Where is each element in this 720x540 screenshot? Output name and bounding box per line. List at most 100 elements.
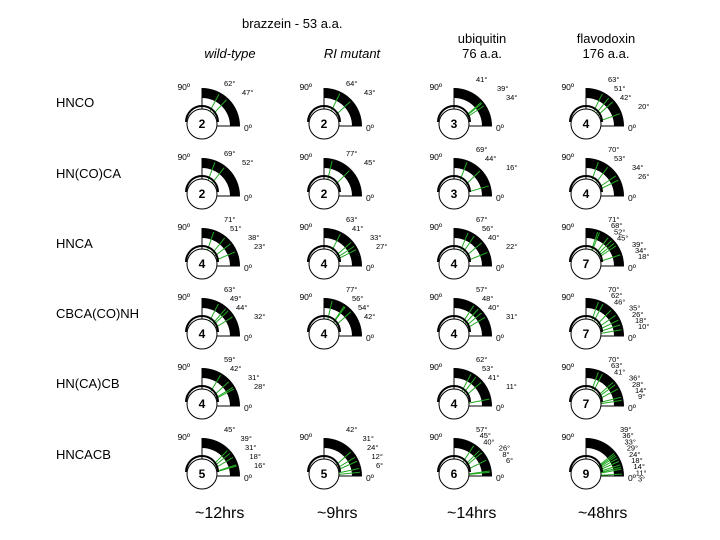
count-disc xyxy=(438,108,470,140)
label-0-degrees: 0º xyxy=(496,123,504,133)
angle-label: 52° xyxy=(614,227,625,236)
tilt-diagram-r3-c4: 90º 0º 71°68°52°45° 39°34°18° 7 xyxy=(561,215,649,280)
angle-label: 56° xyxy=(352,294,363,303)
label-0-degrees: 0º xyxy=(244,333,252,343)
angle-label: 18° xyxy=(638,252,649,261)
angle-label: 24° xyxy=(629,450,640,459)
outer-band xyxy=(324,88,362,126)
label-90-degrees: 90º xyxy=(429,152,442,162)
time-flavodoxin: ~48hrs xyxy=(578,505,628,522)
inner-arc xyxy=(569,385,603,403)
angle-label: 14° xyxy=(635,386,646,395)
angle-label: 51° xyxy=(614,84,625,93)
row-label-hncacb: HNCACB xyxy=(56,447,111,462)
angle-label: 26° xyxy=(638,172,649,181)
row-label-hnco: HNCO xyxy=(56,95,95,110)
label-0-degrees: 0º xyxy=(628,403,636,413)
inner-arc xyxy=(307,315,341,333)
label-90-degrees: 90º xyxy=(177,152,190,162)
angle-label: 26° xyxy=(499,444,510,453)
row-label-cbca-co-nh: CBCA(CO)NH xyxy=(56,306,140,321)
label-0-degrees: 0º xyxy=(628,123,636,133)
angle-label: 39° xyxy=(632,240,643,249)
outer-band xyxy=(454,438,492,476)
outer-band xyxy=(454,368,492,406)
angle-label: 39° xyxy=(497,84,508,93)
column-header-ubiquitin-size: 76 a.a. xyxy=(462,46,502,61)
label-0-degrees: 0º xyxy=(496,263,504,273)
angle-label: 49° xyxy=(230,294,241,303)
peak-count: 2 xyxy=(321,187,328,201)
label-90-degrees: 90º xyxy=(429,222,442,232)
angle-label: 57° xyxy=(476,285,487,294)
angle-label: 63° xyxy=(611,361,622,370)
count-disc xyxy=(570,458,602,490)
angle-label: 18° xyxy=(631,456,642,465)
peak-count: 4 xyxy=(583,187,590,201)
tilt-diagram-r2-c1: 90º 0º 69° 52° 2 xyxy=(177,149,253,210)
label-90-degrees: 90º xyxy=(177,82,190,92)
label-90-degrees: 90º xyxy=(561,432,574,442)
inner-arc xyxy=(185,245,219,263)
tilt-diagram-r4-c4: 90º 0º 70°62°46° 35°26°18°10° 7 xyxy=(561,285,649,350)
tilt-diagram-r4-c3: 90º 0º 57°48°40° 31° 4 xyxy=(429,285,517,350)
label-0-degrees: 0º xyxy=(628,473,636,483)
tilt-diagram-r4-c2: 90º 0º 77°56°54°42° 4 xyxy=(299,285,375,350)
angle-label: 42° xyxy=(364,312,375,321)
tilt-diagram-r6-c4: 90º 0º 39°36°33°29°24°18°14°11°3° 9 xyxy=(561,425,647,490)
inner-arc xyxy=(569,455,603,473)
row-label-hn-co-ca: HN(CO)CA xyxy=(56,166,121,181)
angle-label: 28° xyxy=(632,380,643,389)
label-0-degrees: 0º xyxy=(628,193,636,203)
peak-count: 2 xyxy=(321,117,328,131)
angle-label: 62° xyxy=(611,291,622,300)
outer-band xyxy=(324,298,362,336)
inner-arc xyxy=(185,385,219,403)
label-0-degrees: 0º xyxy=(244,263,252,273)
angle-label: 63° xyxy=(224,285,235,294)
peak-count: 4 xyxy=(451,397,458,411)
peak-count: 4 xyxy=(321,257,328,271)
angle-label: 64° xyxy=(346,79,357,88)
inner-arc xyxy=(307,455,341,473)
angle-label: 68° xyxy=(611,221,622,230)
row-label-hnca: HNCA xyxy=(56,236,93,251)
angle-label: 54° xyxy=(358,303,369,312)
label-0-degrees: 0º xyxy=(366,263,374,273)
peak-count: 4 xyxy=(451,257,458,271)
tilt-diagram-r3-c3: 90º 0º 67°56°40° 22° 4 xyxy=(429,215,517,280)
column-header-ri-mutant: RI mutant xyxy=(323,46,381,61)
angle-label: 42° xyxy=(346,425,357,434)
time-ubiquitin: ~14hrs xyxy=(447,505,497,522)
row-label-hn-ca-cb: HN(CA)CB xyxy=(56,376,120,391)
count-disc xyxy=(570,248,602,280)
tilt-diagram-r6-c1: 90º 0º 45° 39°31°18°16° 5 xyxy=(177,425,265,490)
angle-label: 43° xyxy=(364,88,375,97)
label-0-degrees: 0º xyxy=(244,123,252,133)
count-disc xyxy=(308,318,340,350)
count-disc xyxy=(186,248,218,280)
angle-label: 41° xyxy=(614,367,625,376)
peak-count: 5 xyxy=(321,467,328,481)
count-disc xyxy=(186,178,218,210)
outer-band xyxy=(454,298,492,336)
angle-label: 51° xyxy=(230,224,241,233)
inner-arc xyxy=(437,385,471,403)
tilt-diagram-r1-c3: 90º 0º 41° 39°34° 3 xyxy=(429,75,517,140)
outer-band xyxy=(324,228,362,266)
outer-band xyxy=(586,158,624,196)
angle-label: 77° xyxy=(346,149,357,158)
count-disc xyxy=(438,248,470,280)
peak-count: 7 xyxy=(583,257,590,271)
angle-label: 57° xyxy=(476,425,487,434)
outer-band xyxy=(586,88,624,126)
angle-label: 71° xyxy=(224,215,235,224)
inner-arc xyxy=(437,455,471,473)
angle-label: 56° xyxy=(482,224,493,233)
angle-label: 20° xyxy=(638,102,649,111)
angle-label: 18° xyxy=(635,316,646,325)
label-90-degrees: 90º xyxy=(561,82,574,92)
peak-count: 4 xyxy=(199,327,206,341)
outer-band xyxy=(586,368,624,406)
tilt-diagram-r5-c4: 90º 0º 70°63°41° 36°28°14°9° 7 xyxy=(561,355,646,420)
